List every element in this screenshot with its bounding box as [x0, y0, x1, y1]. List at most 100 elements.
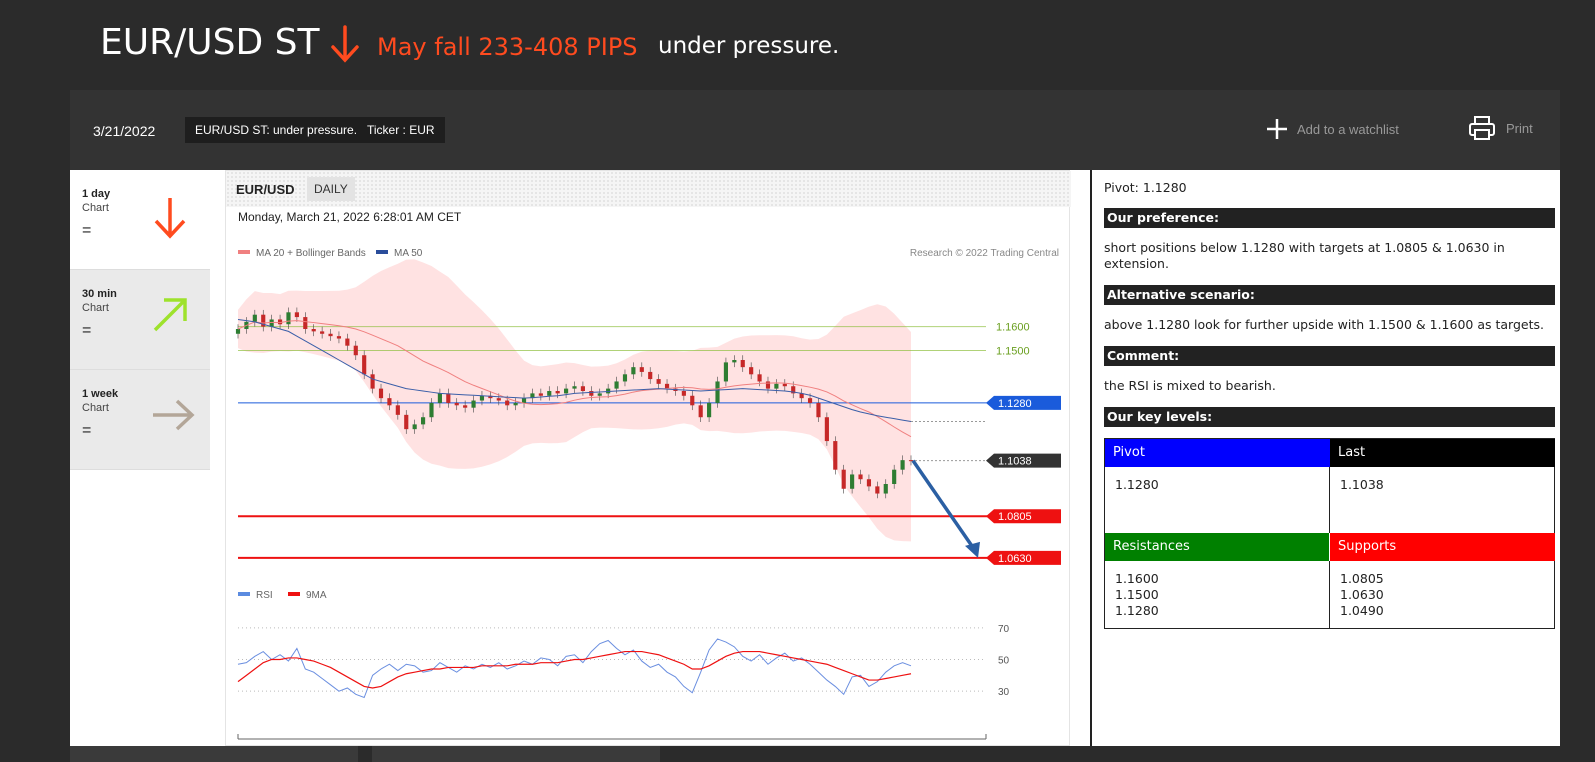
candle	[740, 360, 745, 368]
candle	[353, 345, 358, 356]
candle	[496, 398, 501, 401]
candle	[580, 386, 585, 391]
candle	[664, 383, 670, 389]
direction-text: May fall 233-408 PIPS	[377, 33, 638, 61]
preference-text: short positions below 1.1280 with target…	[1104, 240, 1505, 271]
candle	[564, 388, 569, 394]
candle	[572, 386, 577, 389]
candle	[799, 393, 804, 399]
legend-rsi: RSI	[256, 590, 273, 601]
candle	[875, 486, 880, 494]
level-tag	[986, 550, 1061, 565]
candle	[715, 381, 720, 403]
candle	[463, 405, 468, 408]
level-label: 1.0805	[998, 511, 1032, 523]
ticker-chip: Ticker : EUR	[357, 117, 445, 143]
last-header: Last	[1330, 439, 1555, 467]
candle	[328, 333, 333, 337]
legend-rsi-swatch	[238, 592, 250, 596]
level-label: 1.1600	[996, 322, 1030, 334]
alternative-text: above 1.1280 look for further upside wit…	[1104, 317, 1544, 332]
candle	[538, 393, 543, 396]
candle	[656, 379, 661, 384]
candle	[690, 395, 695, 406]
chart-copyright: Research © 2022 Trading Central	[910, 248, 1059, 259]
candle	[530, 393, 535, 399]
timeframe-name: 30 min	[82, 288, 117, 300]
candle	[488, 395, 493, 399]
rsi-tick-label: 50	[998, 656, 1010, 667]
candle	[850, 474, 855, 489]
legend-bb: MA 20 + Bollinger Bands	[256, 248, 366, 259]
price-chart: Monday, March 21, 2022 6:28:01 AM CET MA…	[235, 210, 1061, 747]
candle	[681, 391, 686, 396]
pivot-line: Pivot: 1.1280	[1104, 180, 1187, 195]
title-chip: EUR/USD ST: under pressure.	[185, 117, 368, 143]
ma20-line	[237, 320, 912, 438]
chart-header: EUR/USD DAILY	[226, 171, 1071, 207]
support-3: 1.0490	[1340, 603, 1384, 618]
candle	[749, 367, 754, 375]
legend-ma50-swatch	[376, 250, 388, 254]
candle	[858, 474, 863, 480]
candle	[648, 371, 653, 380]
last-value: 1.1038	[1340, 477, 1384, 492]
candle	[614, 381, 619, 389]
candle	[774, 383, 779, 389]
support-2: 1.0630	[1340, 587, 1384, 602]
comment-text: the RSI is mixed to bearish.	[1104, 378, 1276, 393]
alternative-heading: Alternative scenario:	[1104, 285, 1555, 305]
level-label: 1.1500	[996, 345, 1030, 357]
timeframe-name: 1 day	[82, 188, 111, 200]
candle	[765, 381, 771, 389]
bottom-tab-1[interactable]	[70, 746, 358, 762]
candle	[597, 393, 602, 396]
level-label: 1.0630	[998, 553, 1032, 565]
preference-heading: Our preference:	[1104, 208, 1555, 228]
candle	[732, 360, 737, 363]
candle	[757, 374, 762, 382]
key-levels-table: Pivot Last 1.1280 1.1038 Resistances Sup…	[1104, 438, 1555, 629]
candle	[505, 400, 510, 406]
candle	[420, 417, 426, 425]
resistance-1: 1.1600	[1115, 571, 1159, 586]
candle	[622, 374, 628, 382]
candle	[521, 398, 527, 403]
candle	[589, 391, 594, 396]
timeframe-30min[interactable]: 30 min Chart =	[70, 270, 210, 370]
candle	[807, 398, 813, 403]
timeframe-1day[interactable]: 1 day Chart =	[70, 170, 210, 270]
level-tag	[986, 453, 1061, 468]
print-button[interactable]: Print	[1468, 115, 1533, 141]
candle	[791, 386, 796, 394]
rsi-tick-label: 30	[998, 687, 1010, 698]
x-tick-label: Mar	[820, 746, 839, 747]
add-watchlist-button[interactable]: Add to a watchlist	[1265, 117, 1399, 141]
resistances-values: 1.1600 1.1500 1.1280	[1105, 561, 1330, 628]
candle	[395, 405, 400, 415]
timeframe-sub: Chart	[82, 302, 109, 314]
chart-symbol: EUR/USD	[236, 182, 295, 197]
arrow-down-icon	[154, 198, 186, 239]
level-tag	[986, 509, 1061, 524]
candle	[362, 355, 367, 375]
projection-arrow	[911, 459, 978, 553]
level-label: 1.1038	[998, 456, 1032, 468]
candle	[883, 484, 888, 494]
bottom-tab-2[interactable]	[372, 746, 660, 762]
rsi-ma9-line	[237, 650, 912, 689]
candle	[387, 398, 392, 406]
candle	[631, 367, 636, 375]
chart-period[interactable]: DAILY	[307, 177, 355, 201]
candle	[277, 319, 283, 325]
candle	[378, 388, 384, 399]
candle	[892, 469, 897, 484]
candle	[471, 400, 476, 408]
legend-ma50: MA 50	[394, 248, 423, 259]
candle	[345, 338, 350, 346]
candle	[261, 314, 266, 327]
candle	[908, 460, 914, 462]
legend-9ma-swatch	[288, 592, 300, 596]
timeframe-1week[interactable]: 1 week Chart =	[70, 370, 210, 470]
chart-panel: EUR/USD DAILY Monday, March 21, 2022 6:2…	[225, 170, 1071, 747]
